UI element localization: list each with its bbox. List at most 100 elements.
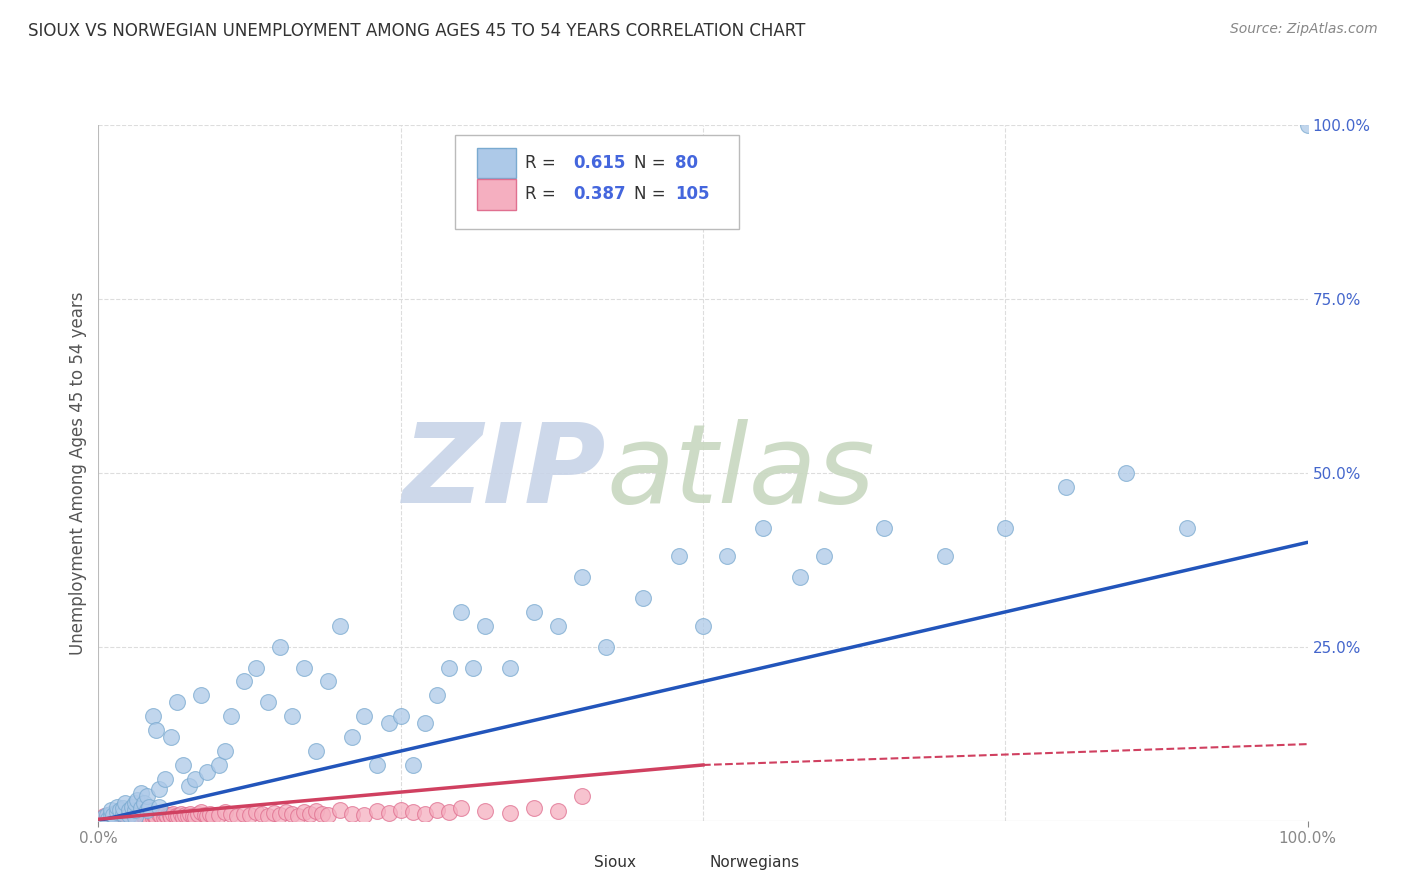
Point: [202, 809, 225, 823]
Point: [232, 806, 254, 821]
Point: [129, 786, 152, 800]
Point: [160, 730, 183, 744]
Point: [132, 808, 155, 822]
Point: [311, 806, 333, 821]
Point: [160, 810, 183, 824]
Point: [91, 811, 114, 825]
Point: [1296, 118, 1319, 132]
Point: [353, 709, 375, 723]
Point: [214, 805, 236, 820]
Point: [187, 807, 209, 822]
Point: [377, 805, 399, 820]
Point: [108, 803, 131, 817]
Point: [98, 809, 121, 823]
Point: [97, 808, 120, 822]
Point: [100, 806, 122, 821]
Point: [190, 805, 212, 820]
Point: [100, 803, 122, 817]
Point: [668, 549, 690, 564]
Point: [148, 799, 170, 814]
Point: [250, 807, 273, 822]
Point: [198, 806, 221, 821]
Point: [169, 807, 191, 822]
Point: [120, 809, 142, 823]
Text: Norwegians: Norwegians: [709, 855, 799, 870]
Point: [184, 772, 207, 786]
Point: [135, 803, 157, 817]
Point: [692, 619, 714, 633]
Point: [159, 808, 181, 822]
Point: [97, 812, 120, 826]
Point: [165, 809, 187, 823]
Point: [174, 808, 197, 822]
Point: [474, 619, 496, 633]
Point: [353, 808, 375, 822]
Point: [413, 807, 436, 822]
Point: [1175, 521, 1198, 535]
Point: [127, 793, 149, 807]
Point: [118, 803, 141, 817]
Point: [994, 521, 1017, 535]
Point: [124, 812, 146, 826]
FancyBboxPatch shape: [477, 148, 516, 178]
Point: [128, 809, 150, 823]
Point: [437, 805, 460, 820]
Point: [104, 810, 127, 824]
Text: R =: R =: [526, 186, 561, 203]
Text: 105: 105: [675, 186, 710, 203]
Point: [124, 810, 146, 824]
Point: [190, 689, 212, 703]
Point: [179, 806, 201, 821]
Point: [426, 689, 449, 703]
Point: [156, 809, 179, 823]
Text: ZIP: ZIP: [402, 419, 606, 526]
Point: [752, 521, 775, 535]
Point: [437, 660, 460, 674]
Point: [214, 744, 236, 758]
Point: [239, 808, 262, 822]
Point: [221, 709, 243, 723]
Point: [112, 810, 135, 824]
Point: [263, 805, 285, 820]
Point: [172, 810, 194, 824]
Point: [115, 809, 138, 823]
Point: [114, 796, 136, 810]
Text: Source: ZipAtlas.com: Source: ZipAtlas.com: [1230, 22, 1378, 37]
Point: [162, 806, 184, 821]
FancyBboxPatch shape: [555, 851, 586, 876]
Point: [498, 805, 520, 820]
Point: [111, 801, 134, 815]
Point: [873, 521, 896, 535]
Point: [118, 808, 141, 822]
Point: [269, 640, 291, 654]
Text: Sioux: Sioux: [595, 855, 636, 870]
Text: N =: N =: [634, 186, 671, 203]
Point: [135, 789, 157, 804]
Point: [96, 808, 118, 822]
Point: [389, 709, 412, 723]
Point: [571, 570, 593, 584]
Point: [377, 716, 399, 731]
Point: [135, 809, 157, 823]
Point: [110, 810, 132, 824]
Point: [93, 809, 115, 823]
Point: [94, 812, 117, 826]
Point: [121, 811, 143, 825]
Point: [111, 806, 134, 821]
Point: [208, 808, 231, 822]
Point: [208, 758, 231, 772]
Point: [129, 801, 152, 815]
Point: [450, 801, 472, 815]
Point: [274, 805, 297, 819]
Point: [716, 549, 738, 564]
Point: [389, 803, 412, 817]
Point: [256, 809, 278, 823]
Point: [281, 806, 304, 821]
Point: [245, 660, 267, 674]
Point: [571, 789, 593, 804]
Point: [316, 808, 339, 822]
Point: [281, 709, 304, 723]
Point: [105, 805, 128, 820]
Point: [153, 807, 176, 822]
Point: [93, 810, 115, 824]
